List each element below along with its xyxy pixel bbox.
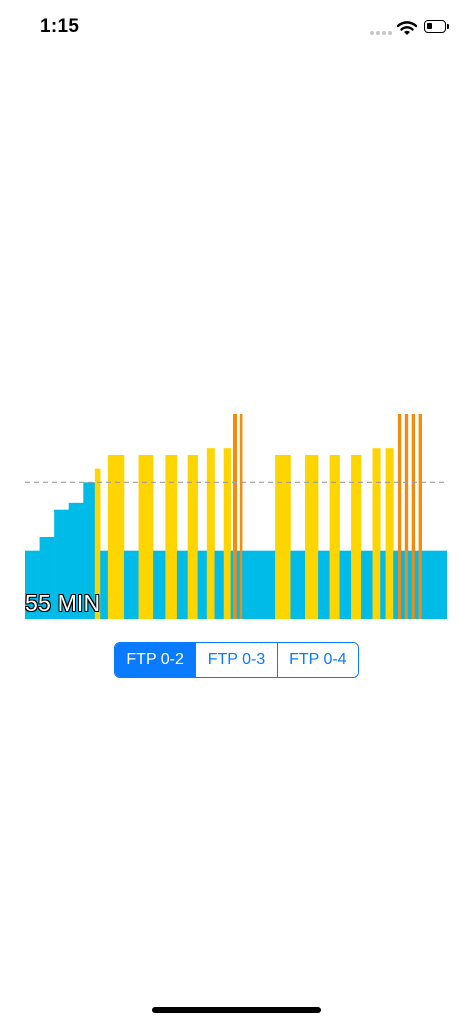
home-indicator[interactable]: [152, 1007, 321, 1013]
chart-bar-base-24: [290, 551, 305, 619]
chart-bar-interval-13: [188, 455, 198, 619]
wifi-icon: [397, 20, 417, 36]
chart-bar-peak-39: [412, 414, 415, 619]
segment-ftp-0-2[interactable]: FTP 0-2: [115, 643, 195, 677]
chart-bar-interval-29: [351, 455, 361, 619]
segment-ftp-0-3[interactable]: FTP 0-3: [195, 643, 276, 677]
chart-bar-peak-41: [419, 414, 422, 619]
chart-bar-interval-7: [108, 455, 124, 619]
chart-bar-base-8: [124, 551, 139, 619]
chart-bar-base-22: [242, 551, 275, 619]
chart-bar-interval-11: [165, 455, 177, 619]
chart-bar-base-12: [177, 551, 188, 619]
chart-bar-peak-19: [233, 414, 237, 619]
battery-level-fill: [427, 23, 432, 29]
status-bar: 1:15: [0, 0, 473, 58]
status-time: 1:15: [40, 16, 79, 38]
chart-bar-peak-37: [405, 414, 408, 619]
chart-bar-base-26: [318, 551, 330, 619]
chart-bar-base-16: [215, 551, 225, 619]
chart-bar-interval-9: [139, 455, 154, 619]
chart-bar-base-28: [340, 551, 352, 619]
chart-bar-base-34: [393, 551, 398, 619]
chart-bar-interval-33: [386, 448, 394, 619]
chart-bars: [25, 414, 447, 619]
chart-bar-interval-17: [224, 448, 231, 619]
chart-bar-base-40: [415, 551, 419, 619]
chart-bar-base-14: [198, 551, 208, 619]
chart-bar-peak-35: [398, 414, 401, 619]
chart-bar-base-10: [153, 551, 166, 619]
chart-bar-base-6: [100, 551, 108, 619]
battery-cap: [447, 24, 449, 29]
chart-bar-base-42: [422, 551, 447, 619]
chart-bar-base-20: [237, 551, 240, 619]
chart-bar-base-38: [408, 551, 412, 619]
signal-dots-icon: [370, 31, 394, 37]
chart-bar-interval-27: [330, 455, 340, 619]
workout-duration-label: 55 MIN: [25, 590, 100, 617]
battery-icon: [424, 20, 446, 33]
chart-bar-interval-25: [305, 455, 318, 619]
chart-bar-interval-23: [275, 455, 291, 619]
ftp-segmented-control[interactable]: FTP 0-2 FTP 0-3 FTP 0-4: [114, 642, 359, 678]
chart-bar-base-36: [401, 551, 405, 619]
chart-bar-base-18: [231, 551, 234, 619]
chart-bar-base-32: [380, 551, 386, 619]
segment-ftp-0-4[interactable]: FTP 0-4: [277, 643, 358, 677]
workout-chart: [25, 414, 447, 619]
chart-bar-interval-15: [207, 448, 215, 619]
chart-bar-base-30: [361, 551, 373, 619]
chart-bar-interval-31: [373, 448, 381, 619]
chart-bar-peak-21: [240, 414, 243, 619]
